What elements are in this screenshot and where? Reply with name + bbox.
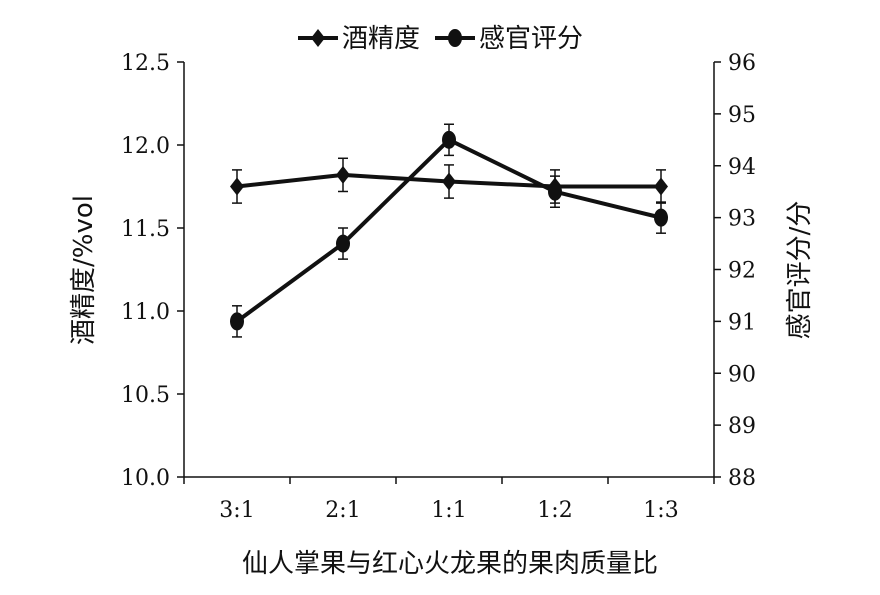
series-group: [230, 123, 668, 338]
y-left-tick-label: 10.0: [121, 466, 170, 491]
y-right-tick-label: 91: [728, 310, 756, 335]
data-point: [442, 130, 456, 149]
series-alcohol: [230, 157, 668, 204]
x-tick-label: 1:1: [431, 498, 466, 523]
series-sensory-score: [230, 123, 668, 338]
data-point: [230, 312, 244, 331]
legend: 酒精度 感官评分: [298, 24, 583, 54]
y-left-tick-label: 12.5: [121, 51, 170, 76]
legend-marker: [311, 29, 325, 47]
data-point: [336, 234, 350, 253]
legend-label: 感官评分: [479, 24, 583, 54]
x-tick-label: 1:2: [537, 498, 572, 523]
y-right-tick-label: 92: [728, 259, 756, 284]
x-tick-label: 3:1: [219, 498, 254, 523]
y-left-tick-label: 12.0: [121, 134, 170, 159]
data-point: [654, 177, 668, 196]
data-point: [336, 165, 350, 184]
y-left-tick-label: 10.5: [121, 383, 170, 408]
y-right-tick-label: 96: [728, 51, 756, 76]
x-axis-title: 仙人掌果与红心火龙果的果肉质量比: [242, 549, 658, 579]
data-point: [442, 172, 456, 191]
y-left-tick-label: 11.5: [121, 217, 170, 242]
y-right-tick-label: 88: [728, 466, 756, 491]
legend-label: 酒精度: [342, 24, 420, 54]
y-right-tick-label: 90: [728, 362, 756, 387]
y-right-tick-label: 93: [728, 207, 756, 232]
data-point: [654, 208, 668, 227]
axes-group: 10.0 10.5 11.0 11.5 12.0 12.5 88 89 90 91 92 93 94 95…: [121, 51, 756, 523]
y-right-tick-label: 95: [728, 103, 756, 128]
y-left-tick-label: 11.0: [121, 300, 170, 325]
y-right-tick-label: 89: [728, 414, 756, 439]
y-right-tick-label: 94: [728, 155, 756, 180]
data-point: [548, 182, 562, 201]
legend-item: 感官评分: [435, 24, 583, 54]
legend-marker: [448, 29, 462, 47]
legend-item: 酒精度: [298, 24, 420, 54]
data-point: [230, 177, 244, 196]
x-tick-label: 1:3: [643, 498, 678, 523]
y-axis-left-title: 酒精度/%vol: [69, 195, 99, 345]
y-axis-right-title: 感官评分/分: [785, 201, 815, 340]
x-tick-label: 2:1: [325, 498, 360, 523]
